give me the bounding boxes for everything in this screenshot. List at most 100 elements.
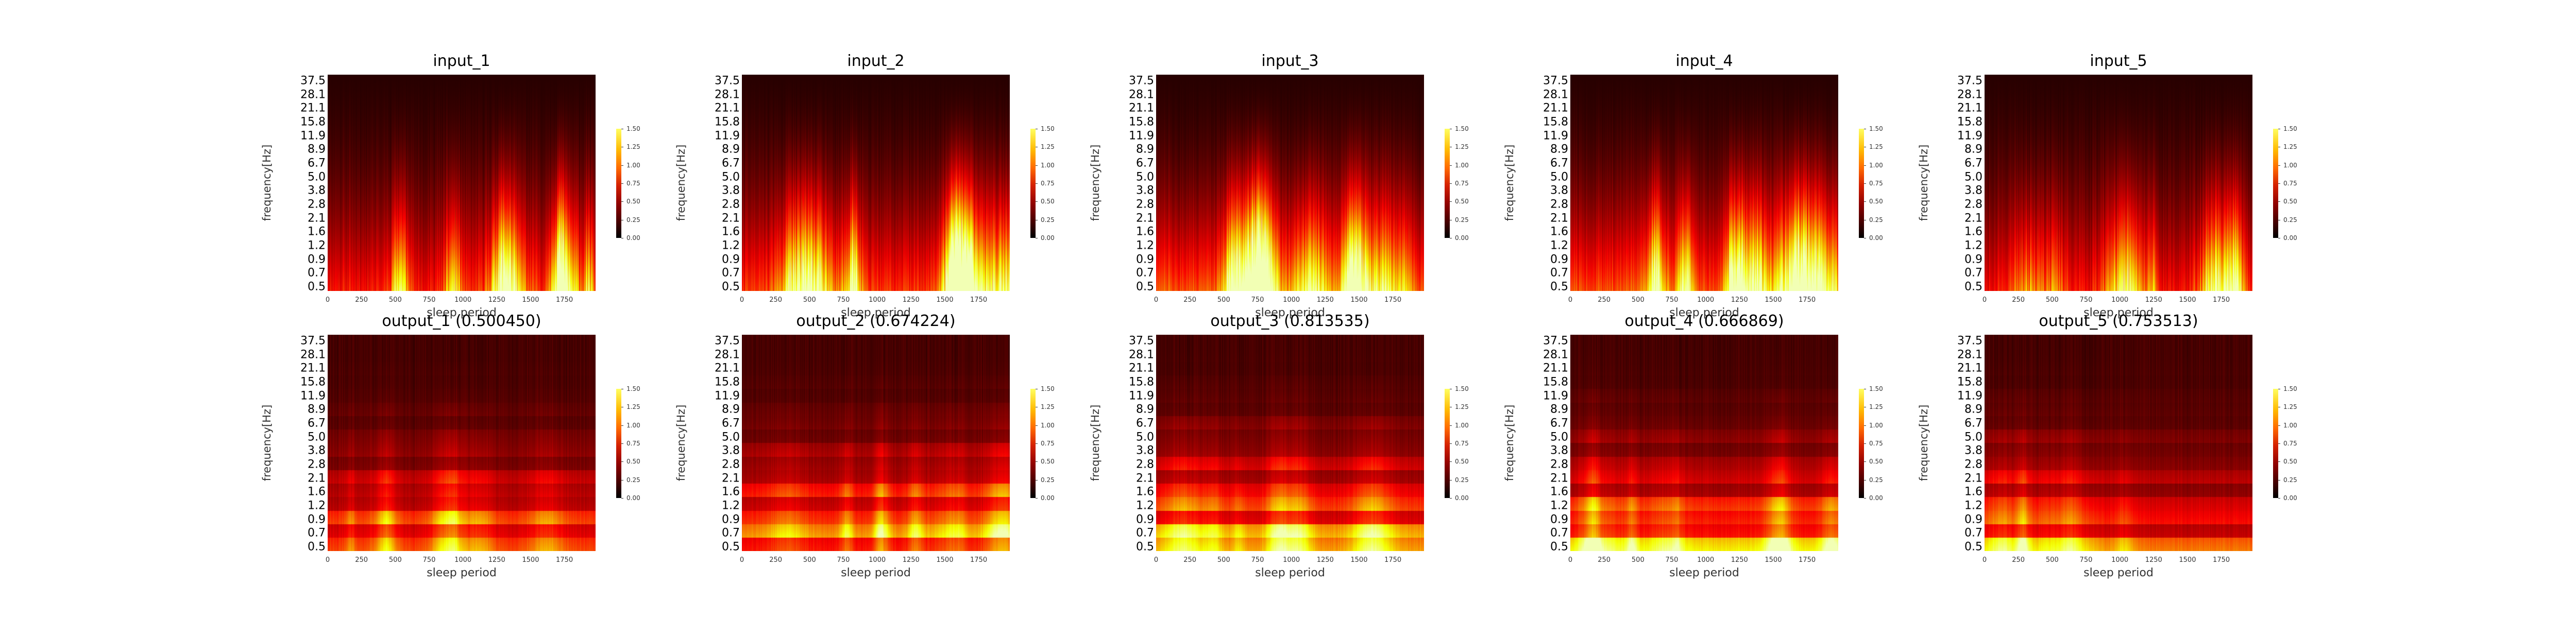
colorbar-tick-mark xyxy=(1036,498,1038,499)
colorbar xyxy=(1445,389,1450,498)
y-tick-label: 3.8 xyxy=(722,444,740,457)
y-tick-label: 2.1 xyxy=(1964,212,1982,225)
y-tick-label: 21.1 xyxy=(1957,102,1982,115)
y-tick-label: 15.8 xyxy=(1957,116,1982,129)
colorbar-tick-label: 1.50 xyxy=(1455,125,1469,132)
y-tick-label: 28.1 xyxy=(1957,88,1982,101)
panel-title: output_1 (0.500450) xyxy=(328,312,596,330)
y-axis-label: frequency[Hz] xyxy=(1089,145,1101,221)
colorbar xyxy=(1030,389,1036,498)
colorbar-tick-label: 1.25 xyxy=(2283,143,2297,150)
panel-title: input_5 xyxy=(1985,52,2252,70)
y-tick-label: 2.8 xyxy=(1550,198,1568,211)
colorbar-tick-label: 0.25 xyxy=(626,476,640,484)
y-tick-label: 0.5 xyxy=(1550,281,1568,294)
x-tick-label: 1250 xyxy=(903,556,920,564)
y-tick-label: 3.8 xyxy=(722,184,740,197)
y-tick-label: 1.2 xyxy=(308,500,326,512)
y-tick-label: 0.7 xyxy=(1550,527,1568,540)
heatmap-panel: output_2 (0.674224) 37.5 28.1 21.1 15.8 11.9 8… xyxy=(742,335,1010,551)
x-tick-label: 1750 xyxy=(970,296,987,304)
colorbar-tick-mark xyxy=(1864,425,1866,426)
colorbar-tick-label: 0.00 xyxy=(1869,234,1883,242)
x-tick-label: 1250 xyxy=(488,556,505,564)
x-tick-label: 1000 xyxy=(454,556,471,564)
colorbar-tick-label: 1.50 xyxy=(2283,125,2297,132)
panel-title: input_3 xyxy=(1156,52,1424,70)
colorbar-tick-mark xyxy=(1450,183,1452,184)
x-tick-label: 1000 xyxy=(2111,556,2128,564)
y-tick-label: 0.7 xyxy=(1964,527,1982,540)
colorbar-tick-label: 1.00 xyxy=(1041,422,1055,429)
colorbar-tick-label: 0.00 xyxy=(1041,494,1055,502)
colorbar-tick-mark xyxy=(2278,425,2280,426)
y-tick-label: 8.9 xyxy=(1136,143,1154,156)
colorbar-tick-label: 1.25 xyxy=(1041,403,1055,410)
colorbar-tick-label: 0.00 xyxy=(2283,494,2297,502)
y-axis-label: frequency[Hz] xyxy=(1089,405,1101,482)
x-tick-label: 0 xyxy=(1982,296,1987,304)
colorbar-tick-label: 0.50 xyxy=(1869,198,1883,205)
heatmap-plot-area xyxy=(742,75,1010,291)
colorbar-tick-mark xyxy=(2278,183,2280,184)
y-tick-label: 21.1 xyxy=(300,362,326,375)
x-tick-label: 1750 xyxy=(1384,296,1401,304)
y-tick-label: 11.9 xyxy=(1129,389,1154,402)
colorbar-tick-label: 0.00 xyxy=(2283,234,2297,242)
heatmap-image xyxy=(742,75,1010,291)
heatmap-image xyxy=(1570,75,1838,291)
x-tick-label: 500 xyxy=(803,296,816,304)
y-tick-label: 37.5 xyxy=(715,335,740,348)
y-tick-label: 0.7 xyxy=(1136,267,1154,280)
y-tick-label: 2.8 xyxy=(1964,198,1982,211)
colorbar-tick-label: 0.50 xyxy=(1455,198,1469,205)
panel-title: input_2 xyxy=(742,52,1010,70)
x-tick-label: 500 xyxy=(1217,296,1230,304)
heatmap-plot-area xyxy=(1570,335,1838,551)
colorbar-tick-mark xyxy=(1450,425,1452,426)
colorbar-tick-label: 0.75 xyxy=(1455,440,1469,447)
x-tick-label: 750 xyxy=(1666,556,1679,564)
y-tick-label: 0.9 xyxy=(722,513,740,526)
x-tick-label: 1500 xyxy=(522,556,539,564)
y-tick-label: 37.5 xyxy=(300,75,326,88)
colorbar-tick-label: 0.75 xyxy=(1455,180,1469,187)
y-tick-label: 8.9 xyxy=(722,403,740,416)
y-tick-label: 2.1 xyxy=(308,212,326,225)
y-tick-label: 1.2 xyxy=(1964,500,1982,512)
panel-title: input_1 xyxy=(328,52,596,70)
y-tick-label: 2.1 xyxy=(1550,472,1568,485)
x-tick-label: 0 xyxy=(326,556,330,564)
colorbar-tick-mark xyxy=(621,183,623,184)
y-tick-label: 37.5 xyxy=(1957,75,1982,88)
y-tick-label: 2.1 xyxy=(722,472,740,485)
colorbar-tick-label: 0.75 xyxy=(1869,180,1883,187)
heatmap-image xyxy=(1985,335,2252,551)
y-tick-label: 3.8 xyxy=(1550,444,1568,457)
colorbar-tick-label: 1.50 xyxy=(1455,385,1469,392)
y-tick-label: 21.1 xyxy=(300,102,326,115)
y-tick-label: 0.7 xyxy=(308,267,326,280)
y-tick-label: 8.9 xyxy=(1550,143,1568,156)
colorbar xyxy=(616,129,621,238)
y-tick-label: 15.8 xyxy=(715,376,740,389)
colorbar-tick-mark xyxy=(621,201,623,202)
x-tick-label: 1250 xyxy=(2145,296,2162,304)
y-tick-label: 11.9 xyxy=(715,389,740,402)
x-tick-label: 1500 xyxy=(1765,296,1782,304)
colorbar-tick-label: 0.00 xyxy=(1869,494,1883,502)
y-tick-label: 37.5 xyxy=(300,335,326,348)
y-tick-label: 2.8 xyxy=(1550,458,1568,471)
y-tick-label: 0.9 xyxy=(1964,513,1982,526)
y-tick-label: 15.8 xyxy=(1129,376,1154,389)
y-tick-label: 28.1 xyxy=(715,88,740,101)
y-tick-label: 21.1 xyxy=(1957,362,1982,375)
x-tick-label: 250 xyxy=(1598,296,1611,304)
y-tick-label: 5.0 xyxy=(1550,431,1568,443)
y-tick-label: 21.1 xyxy=(1129,102,1154,115)
x-tick-label: 500 xyxy=(1217,556,1230,564)
y-tick-label: 1.2 xyxy=(1136,239,1154,252)
x-tick-label: 1500 xyxy=(2179,556,2196,564)
colorbar-tick-mark xyxy=(1864,461,1866,462)
heatmap-panel: output_1 (0.500450) 37.5 28.1 21.1 15.8 11.9 8… xyxy=(328,335,596,551)
